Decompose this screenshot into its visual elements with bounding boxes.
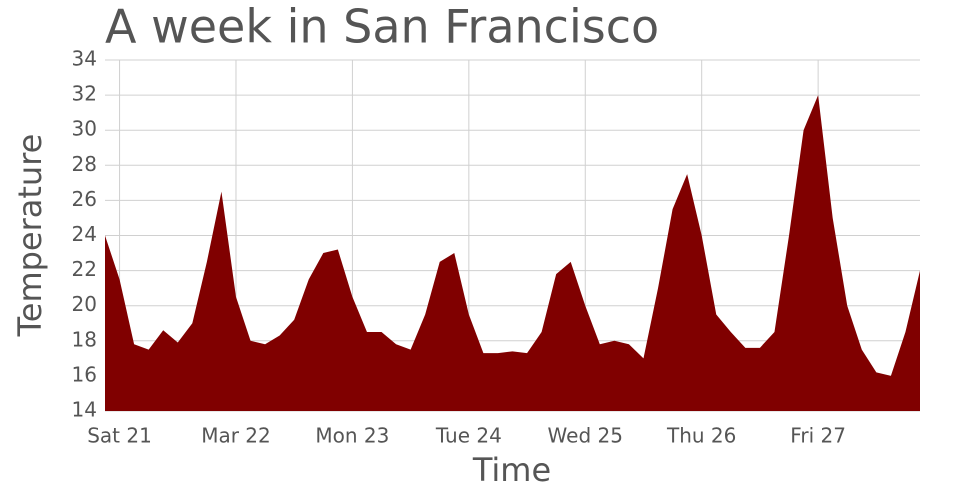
x-tick-label: Mar 22 xyxy=(201,424,271,448)
y-tick-label: 30 xyxy=(72,117,97,141)
y-tick-label: 16 xyxy=(72,362,97,386)
x-tick-label: Tue 24 xyxy=(435,424,502,448)
y-tick-label: 26 xyxy=(72,187,97,211)
chart-title: A week in San Francisco xyxy=(105,0,659,54)
x-tick-label: Wed 25 xyxy=(548,424,623,448)
x-tick-label: Mon 23 xyxy=(315,424,389,448)
y-tick-label: 18 xyxy=(72,327,97,351)
y-tick-label: 28 xyxy=(72,152,97,176)
x-axis-label: Time xyxy=(472,451,551,489)
x-tick-label: Sat 21 xyxy=(87,424,152,448)
area xyxy=(105,95,920,411)
y-tick-label: 20 xyxy=(72,292,97,316)
x-tick-label: Thu 26 xyxy=(666,424,736,448)
y-tick-label: 22 xyxy=(72,257,97,281)
y-tick-label: 14 xyxy=(72,398,97,422)
x-tick-label: Fri 27 xyxy=(790,424,846,448)
y-axis-label: Temperature xyxy=(11,134,49,338)
y-tick-label: 32 xyxy=(72,82,97,106)
y-tick-label: 24 xyxy=(72,222,97,246)
y-tick-label: 34 xyxy=(72,47,97,71)
